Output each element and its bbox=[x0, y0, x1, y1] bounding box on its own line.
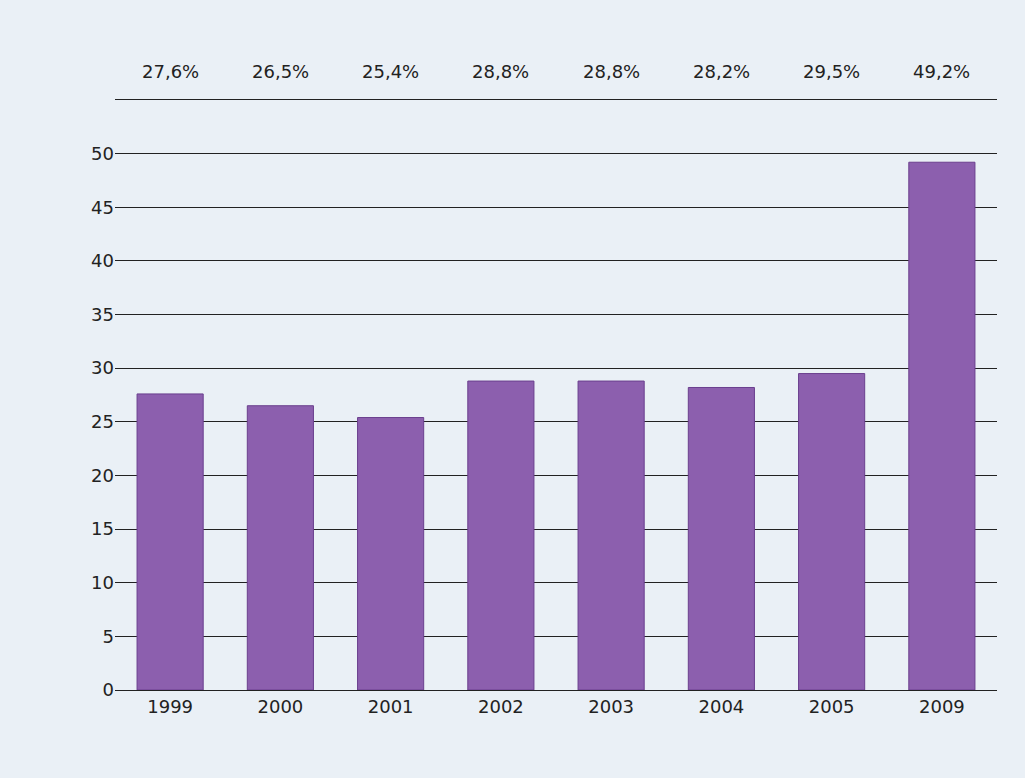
svg-text:0: 0 bbox=[103, 679, 114, 700]
svg-text:2005: 2005 bbox=[809, 696, 855, 717]
svg-text:28,2%: 28,2% bbox=[693, 61, 750, 82]
svg-text:2001: 2001 bbox=[368, 696, 414, 717]
svg-text:26,5%: 26,5% bbox=[252, 61, 309, 82]
svg-text:45: 45 bbox=[91, 197, 114, 218]
svg-text:49,2%: 49,2% bbox=[913, 61, 970, 82]
svg-text:30: 30 bbox=[91, 357, 114, 378]
svg-text:2002: 2002 bbox=[478, 696, 524, 717]
svg-text:29,5%: 29,5% bbox=[803, 61, 860, 82]
svg-text:2000: 2000 bbox=[257, 696, 303, 717]
svg-text:28,8%: 28,8% bbox=[583, 61, 640, 82]
svg-text:2004: 2004 bbox=[698, 696, 744, 717]
svg-text:35: 35 bbox=[91, 304, 114, 325]
svg-text:25: 25 bbox=[91, 411, 114, 432]
svg-text:50: 50 bbox=[91, 143, 114, 164]
svg-text:15: 15 bbox=[91, 518, 114, 539]
svg-text:20: 20 bbox=[91, 465, 114, 486]
svg-text:1999: 1999 bbox=[147, 696, 193, 717]
svg-text:5: 5 bbox=[103, 626, 114, 647]
svg-text:27,6%: 27,6% bbox=[142, 61, 199, 82]
svg-text:40: 40 bbox=[91, 250, 114, 271]
svg-text:10: 10 bbox=[91, 572, 114, 593]
svg-text:2009: 2009 bbox=[919, 696, 965, 717]
svg-text:28,8%: 28,8% bbox=[472, 61, 529, 82]
svg-text:2003: 2003 bbox=[588, 696, 634, 717]
svg-text:25,4%: 25,4% bbox=[362, 61, 419, 82]
